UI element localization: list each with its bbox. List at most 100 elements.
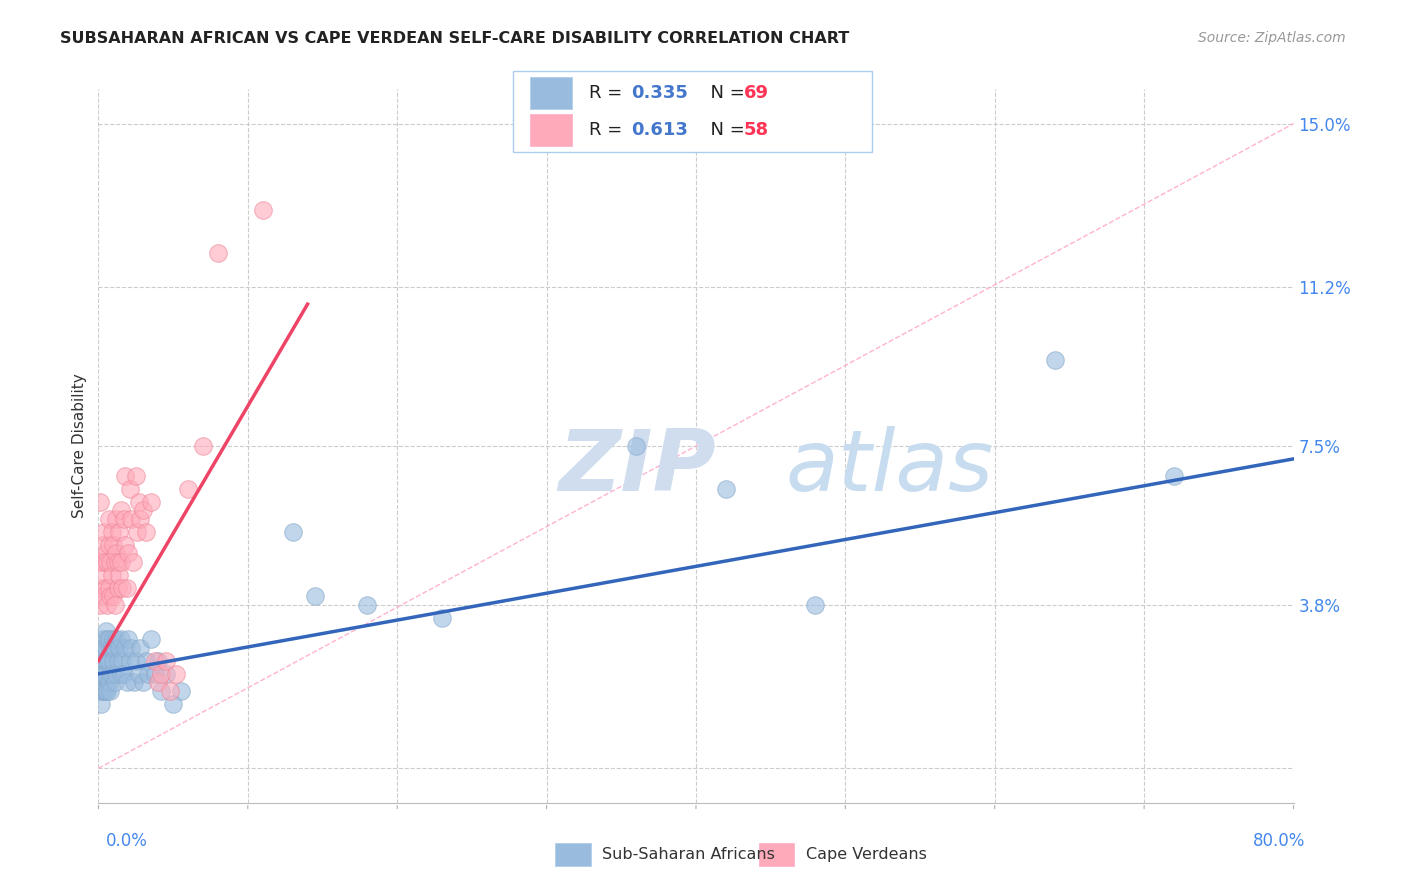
Text: R =: R = xyxy=(589,84,628,102)
Text: 58: 58 xyxy=(744,121,769,139)
Point xyxy=(114,469,136,483)
Point xyxy=(103,590,125,604)
Point xyxy=(93,524,115,539)
Point xyxy=(626,439,648,453)
Point xyxy=(129,641,152,656)
Point xyxy=(90,675,112,690)
Point xyxy=(94,624,117,638)
Point xyxy=(89,684,111,698)
Text: N =: N = xyxy=(699,84,751,102)
Point xyxy=(129,512,152,526)
Point xyxy=(91,666,114,681)
Point xyxy=(98,666,122,681)
Point xyxy=(91,684,114,698)
Point xyxy=(94,581,117,595)
Text: Cape Verdeans: Cape Verdeans xyxy=(806,847,927,862)
Point xyxy=(91,654,114,668)
Point xyxy=(103,632,125,647)
Point xyxy=(136,666,159,681)
Point xyxy=(169,684,191,698)
Point xyxy=(97,538,120,552)
Point xyxy=(90,654,112,668)
Y-axis label: Self-Care Disability: Self-Care Disability xyxy=(72,374,87,518)
Point xyxy=(125,654,148,668)
Point xyxy=(98,590,122,604)
Point xyxy=(132,675,155,690)
Point xyxy=(150,684,173,698)
Point xyxy=(127,524,149,539)
Point xyxy=(98,641,122,656)
Point xyxy=(107,654,129,668)
Text: ZIP: ZIP xyxy=(558,425,716,509)
Text: 0.0%: 0.0% xyxy=(105,832,148,850)
Text: 0.335: 0.335 xyxy=(631,84,688,102)
Point xyxy=(128,495,150,509)
Point xyxy=(90,641,112,656)
Point xyxy=(120,512,142,526)
Point xyxy=(91,538,114,552)
Point xyxy=(104,598,127,612)
Point xyxy=(97,581,120,595)
Point xyxy=(93,684,115,698)
Point xyxy=(110,632,132,647)
Text: Sub-Saharan Africans: Sub-Saharan Africans xyxy=(602,847,775,862)
Point xyxy=(148,654,170,668)
Point xyxy=(93,555,115,569)
Point xyxy=(89,666,111,681)
Text: 0.613: 0.613 xyxy=(631,121,688,139)
Point xyxy=(107,581,129,595)
Point xyxy=(105,632,128,647)
Point xyxy=(110,666,132,681)
Point xyxy=(132,503,155,517)
Point xyxy=(281,524,304,539)
Text: 69: 69 xyxy=(744,84,769,102)
Point xyxy=(207,245,229,260)
Point xyxy=(714,482,737,496)
Point xyxy=(96,654,118,668)
Text: SUBSAHARAN AFRICAN VS CAPE VERDEAN SELF-CARE DISABILITY CORRELATION CHART: SUBSAHARAN AFRICAN VS CAPE VERDEAN SELF-… xyxy=(60,31,849,46)
Point xyxy=(94,546,117,560)
Point xyxy=(97,632,120,647)
Text: R =: R = xyxy=(589,121,628,139)
Text: atlas: atlas xyxy=(786,425,994,509)
Point xyxy=(111,654,134,668)
Point xyxy=(98,555,122,569)
Point xyxy=(117,546,139,560)
Point xyxy=(101,666,124,681)
Point xyxy=(143,666,166,681)
Point xyxy=(124,675,146,690)
Point xyxy=(97,512,120,526)
Point xyxy=(112,666,135,681)
Point xyxy=(104,675,127,690)
Point xyxy=(159,684,181,698)
Point xyxy=(155,654,177,668)
Point xyxy=(93,590,115,604)
Point xyxy=(125,469,148,483)
Point xyxy=(89,598,111,612)
Point xyxy=(101,641,124,656)
Point xyxy=(1163,469,1185,483)
Point xyxy=(155,666,177,681)
Point xyxy=(135,654,157,668)
Point xyxy=(430,611,453,625)
Point xyxy=(118,654,141,668)
Point xyxy=(177,482,200,496)
Point xyxy=(89,495,111,509)
Point xyxy=(103,654,125,668)
Point xyxy=(115,675,138,690)
Point xyxy=(105,666,128,681)
Text: 80.0%: 80.0% xyxy=(1253,832,1305,850)
Point xyxy=(139,632,162,647)
Point xyxy=(114,538,136,552)
Point xyxy=(97,675,120,690)
Point xyxy=(110,555,132,569)
Point xyxy=(162,697,184,711)
Point xyxy=(107,555,129,569)
Point xyxy=(89,654,111,668)
Point xyxy=(143,654,166,668)
Point xyxy=(101,568,124,582)
Point xyxy=(96,598,118,612)
Point xyxy=(128,666,150,681)
Point xyxy=(117,632,139,647)
Point xyxy=(108,641,131,656)
